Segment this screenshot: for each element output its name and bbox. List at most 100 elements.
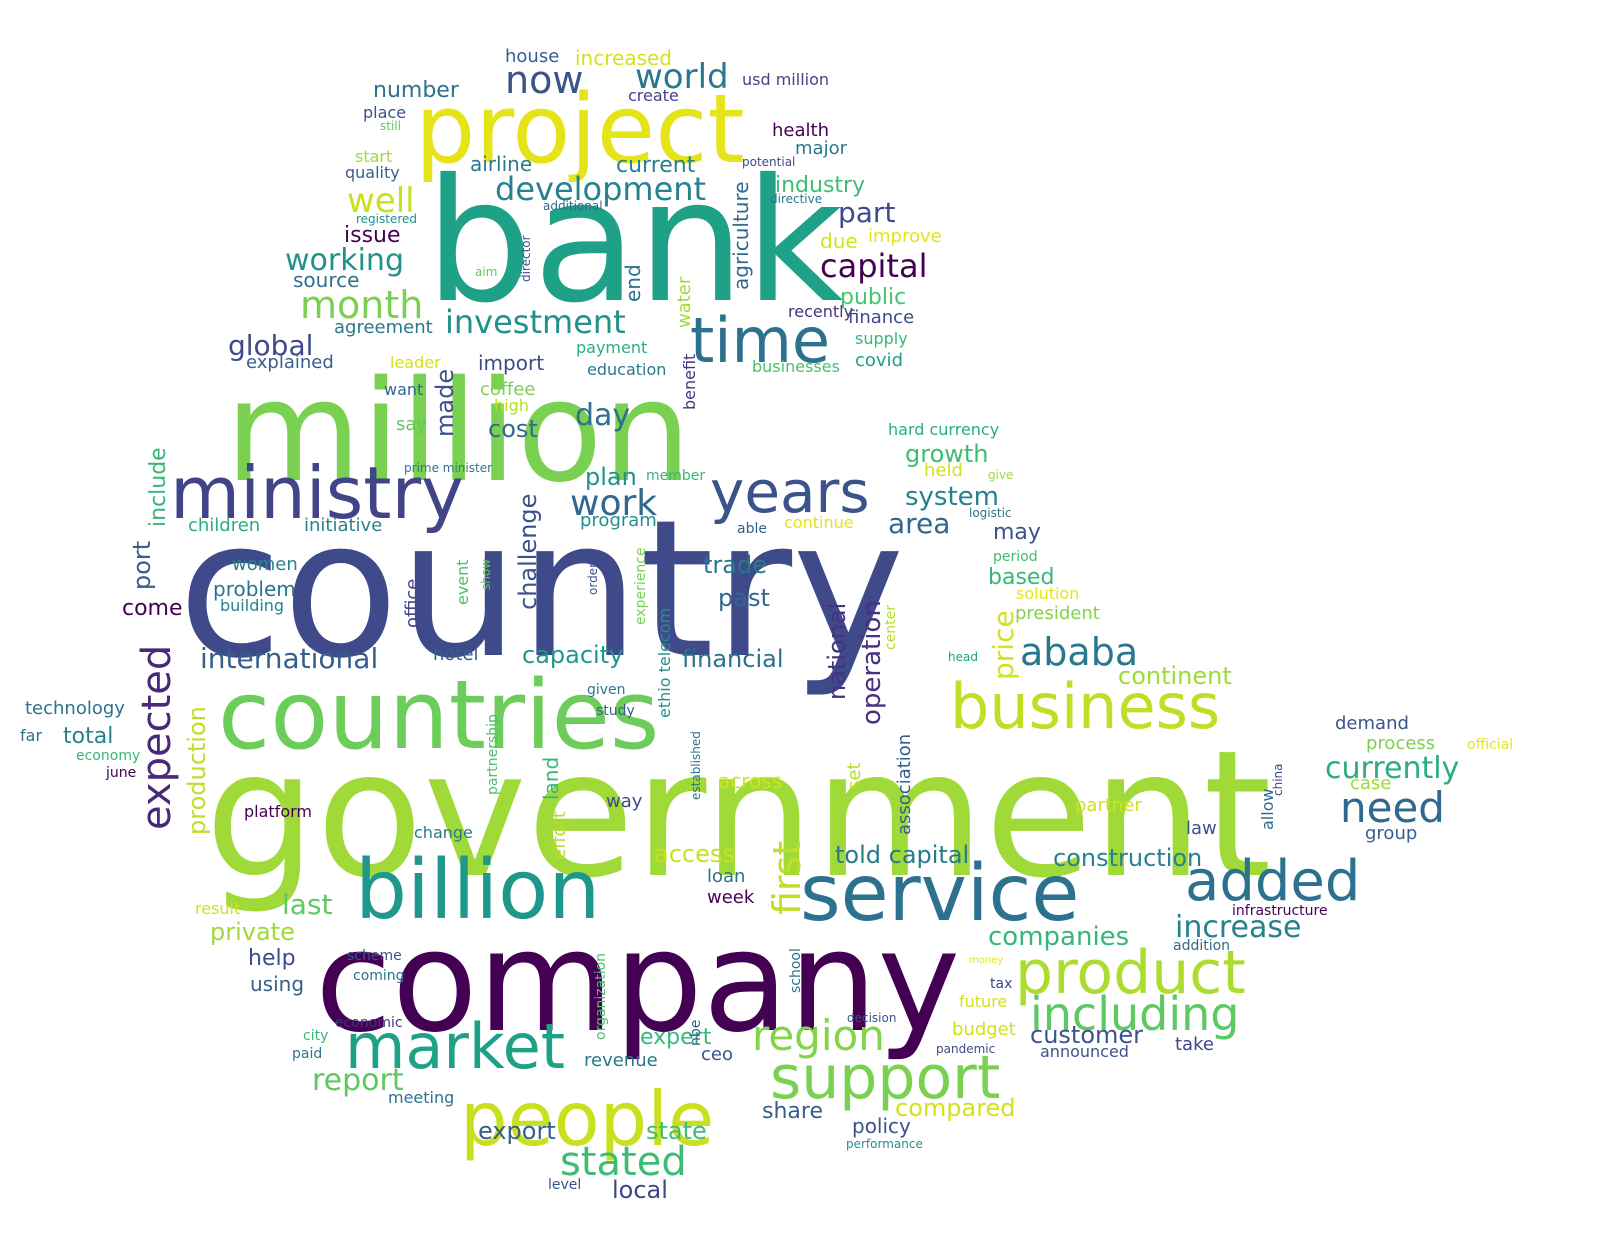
word-order: order: [586, 563, 600, 595]
word-million: million: [225, 351, 691, 514]
word-given: given: [587, 682, 626, 698]
word-period: period: [993, 549, 1038, 565]
word-want: want: [384, 380, 423, 399]
word-potential: potential: [742, 155, 795, 169]
word-port: port: [128, 541, 156, 590]
word-plan: plan: [585, 463, 637, 491]
word-place: place: [363, 103, 406, 122]
word-solution: solution: [1016, 584, 1079, 603]
word-center: center: [883, 605, 899, 650]
word-city: city: [303, 1028, 328, 1044]
word-way: way: [606, 791, 643, 812]
word-told-capital: told capital: [835, 841, 969, 869]
word-continue: continue: [784, 513, 854, 532]
word-improve: improve: [868, 226, 942, 247]
word-ceo: ceo: [701, 1044, 733, 1065]
word-customer: customer: [1030, 1021, 1143, 1049]
word-price: price: [987, 610, 1020, 680]
word-payment: payment: [576, 338, 647, 357]
word-area: area: [888, 507, 950, 540]
word-last: last: [282, 888, 333, 921]
word-land: land: [539, 757, 563, 800]
word-give: give: [988, 468, 1013, 482]
word-budget: budget: [952, 1019, 1016, 1040]
word-investment: investment: [445, 303, 626, 341]
word-cost: cost: [488, 415, 538, 443]
word-water: water: [674, 276, 695, 328]
word-ministry: ministry: [170, 451, 464, 535]
word-trade: trade: [703, 551, 767, 579]
word-level: level: [548, 1177, 581, 1193]
word-industry: industry: [775, 173, 865, 198]
word-report: report: [312, 1063, 404, 1098]
word-paid: paid: [292, 1046, 322, 1062]
word-explained: explained: [246, 352, 334, 373]
word-technology: technology: [25, 698, 125, 719]
word-increase: increase: [1175, 910, 1301, 945]
word-market: market: [345, 1010, 565, 1083]
word-member: member: [646, 468, 705, 484]
word-demand: demand: [1335, 713, 1409, 734]
word-now: now: [505, 58, 583, 102]
word-businesses: businesses: [752, 357, 840, 376]
word-performance: performance: [846, 1137, 923, 1151]
word-stated: stated: [560, 1139, 687, 1185]
word-initiative: initiative: [304, 515, 382, 536]
word-effort: effort: [549, 811, 570, 860]
word-registered: registered: [356, 212, 417, 226]
word-come: come: [122, 596, 183, 621]
word-china: china: [1271, 764, 1285, 797]
word-office: office: [402, 579, 423, 628]
word-quality: quality: [345, 163, 400, 182]
word-school: school: [788, 948, 804, 993]
word-health: health: [772, 120, 829, 141]
word-nbe: nbe: [688, 1020, 704, 1046]
word-house: house: [505, 46, 559, 67]
word-create: create: [628, 86, 679, 105]
word-world: world: [635, 57, 729, 97]
word-working: working: [285, 243, 404, 278]
word-include: include: [146, 447, 171, 527]
word-ethio-telecom: ethio telecom: [655, 608, 674, 718]
word-held: held: [924, 460, 963, 481]
word-system: system: [905, 482, 999, 512]
word-tax: tax: [990, 976, 1012, 992]
word-economy: economy: [76, 748, 140, 764]
word-first: first: [765, 841, 809, 915]
word-import: import: [478, 351, 544, 375]
word-part: part: [838, 196, 895, 229]
word-association: association: [894, 734, 915, 835]
word-source: source: [293, 268, 359, 292]
word-directive: directive: [770, 192, 822, 206]
word-state: state: [646, 1117, 707, 1145]
word-ababa: ababa: [1020, 630, 1138, 674]
word-scheme: scheme: [347, 948, 402, 964]
word-set: set: [844, 762, 865, 790]
word-across: across: [718, 769, 782, 793]
word-bank: bank: [425, 143, 843, 341]
word-help: help: [248, 946, 296, 971]
word-director: director: [519, 235, 533, 282]
word-prime-minister: prime minister: [404, 461, 492, 475]
word-work: work: [570, 483, 657, 524]
word-women: women: [232, 554, 298, 575]
word-growth: growth: [905, 440, 989, 468]
word-export: export: [478, 1117, 556, 1145]
word-organization: organization: [593, 953, 609, 1040]
word-finance: finance: [848, 307, 914, 328]
word-compared: compared: [895, 1094, 1016, 1122]
word-meeting: meeting: [388, 1088, 454, 1107]
word-construction: construction: [1053, 844, 1202, 872]
word-money: money: [969, 955, 1003, 966]
word-partnership: partnership: [485, 714, 501, 795]
word-logistic: logistic: [969, 506, 1012, 520]
word-product: product: [1015, 938, 1246, 1008]
word-show: show: [479, 559, 493, 590]
word-due: due: [820, 229, 858, 253]
word-international: international: [200, 642, 378, 675]
word-announced: announced: [1040, 1042, 1129, 1061]
word-decision: decision: [847, 1011, 896, 1025]
word-law: law: [1186, 818, 1217, 839]
word-covid: covid: [855, 350, 903, 371]
